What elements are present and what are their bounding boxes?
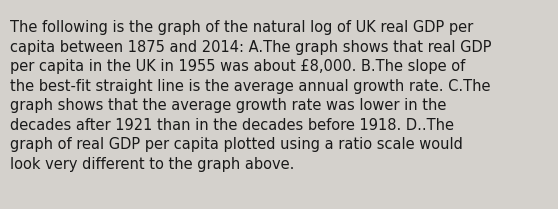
Text: The following is the graph of the natural log of UK real GDP per
capita between : The following is the graph of the natura… — [10, 20, 492, 172]
